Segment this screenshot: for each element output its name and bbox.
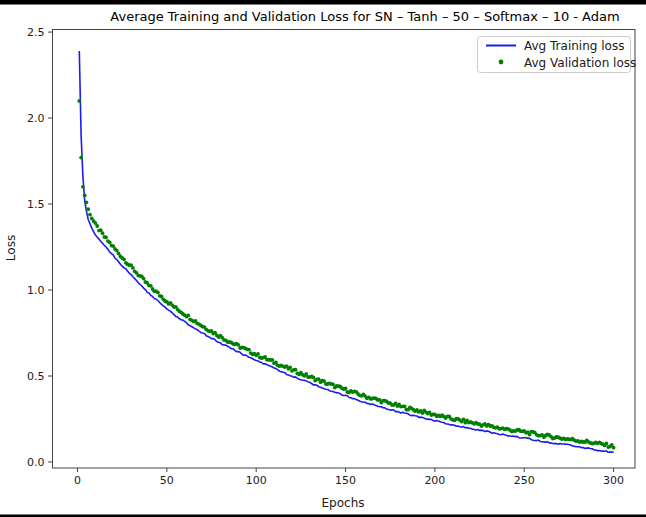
validation-dot [331, 382, 335, 386]
validation-dot [612, 446, 616, 450]
validation-dot [77, 99, 81, 103]
x-axis-label: Epochs [322, 496, 365, 510]
y-tick-label: 0.0 [27, 456, 45, 469]
x-tick-label: 200 [424, 474, 445, 487]
validation-dot [256, 352, 260, 356]
legend: Avg Training loss Avg Validation loss [478, 37, 637, 73]
validation-dot [156, 291, 160, 295]
y-tick-label: 0.5 [27, 370, 45, 383]
validation-dot [131, 266, 135, 270]
x-tick-label: 100 [246, 474, 267, 487]
validation-dot [149, 284, 153, 288]
validation-dot [88, 213, 92, 217]
chart-title: Average Training and Validation Loss for… [110, 9, 619, 24]
figure: Average Training and Validation Loss for… [0, 0, 646, 517]
validation-dot [108, 241, 112, 245]
validation-dot [95, 224, 99, 228]
y-tick-label: 1.0 [27, 284, 45, 297]
validation-dot [462, 418, 466, 422]
legend-validation-label: Avg Validation loss [524, 56, 636, 70]
x-tick-label: 300 [603, 474, 624, 487]
validation-dot [270, 358, 274, 362]
y-tick-label: 1.5 [27, 198, 45, 211]
validation-dot [101, 231, 105, 235]
x-tick-label: 150 [335, 474, 356, 487]
x-tick-label: 50 [160, 474, 174, 487]
window-top-border [0, 0, 646, 5]
validation-dot [288, 366, 292, 370]
x-tick-label: 0 [74, 474, 81, 487]
validation-dot [122, 257, 126, 261]
plot-border [53, 30, 636, 469]
plot-area: 0 50 100 150 200 250 300 0.0 0.5 1.0 1.5 2.0 2.5 [27, 26, 635, 487]
validation-dot [83, 194, 87, 198]
validation-dot [312, 375, 316, 379]
y-axis-label: Loss [4, 235, 18, 261]
validation-dot [79, 156, 83, 160]
validation-dot [403, 404, 407, 408]
validation-dot [294, 368, 298, 372]
validation-dot [142, 277, 146, 281]
validation-dot [104, 235, 108, 239]
y-tick-label: 2.0 [27, 112, 45, 125]
legend-training-label: Avg Training loss [524, 39, 624, 53]
validation-dot [85, 200, 89, 204]
legend-validation-marker [499, 60, 504, 65]
validation-dot [86, 207, 90, 211]
validation-dot [186, 314, 190, 318]
figure-svg: Average Training and Validation Loss for… [0, 0, 646, 517]
validation-dot [605, 442, 609, 446]
validation-dot [81, 185, 85, 189]
validation-dot [236, 343, 240, 347]
validation-loss-dots [77, 99, 615, 450]
validation-dot [247, 348, 251, 352]
validation-dot [344, 387, 348, 391]
x-tick-label: 250 [514, 474, 535, 487]
y-tick-label: 2.5 [27, 26, 45, 39]
